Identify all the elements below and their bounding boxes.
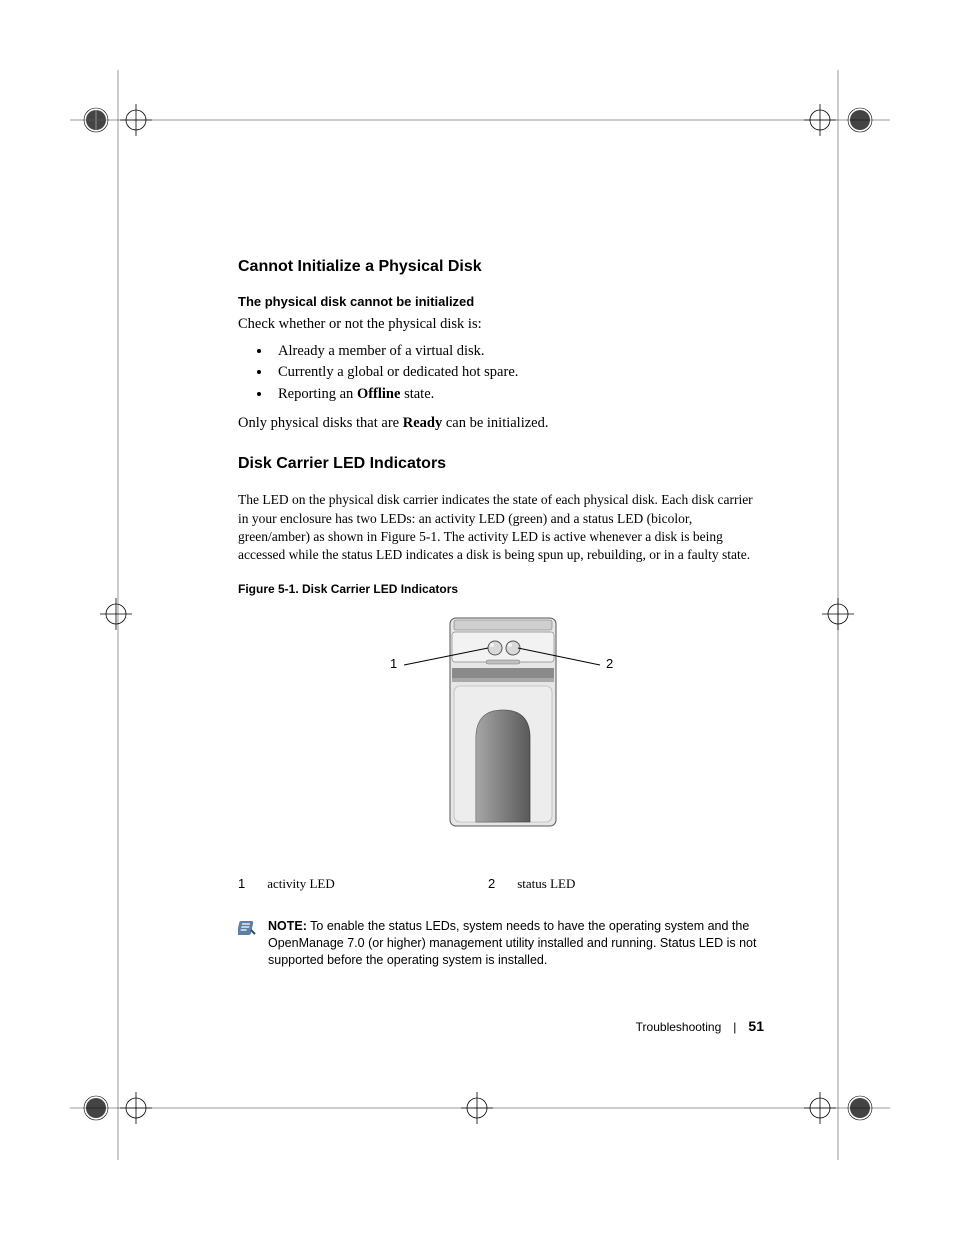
section2-title: Disk Carrier LED Indicators xyxy=(238,455,758,473)
figure-5-1: 1 2 xyxy=(238,612,758,832)
legend-item: 1 activity LED xyxy=(238,876,488,892)
footer-separator: | xyxy=(733,1020,736,1034)
footer-section: Troubleshooting xyxy=(636,1020,722,1034)
bullet-item: Already a member of a virtual disk. xyxy=(272,341,758,363)
page-content: Cannot Initialize a Physical Disk The ph… xyxy=(238,258,758,969)
legend-item: 2 status LED xyxy=(488,876,738,892)
section2-paragraph: The LED on the physical disk carrier ind… xyxy=(238,491,758,564)
note-text: NOTE: To enable the status LEDs, system … xyxy=(268,918,758,969)
section1-title: Cannot Initialize a Physical Disk xyxy=(238,258,758,276)
bullet-item: Reporting an Offline state. xyxy=(272,384,758,406)
section1-intro: Check whether or not the physical disk i… xyxy=(238,315,758,335)
disk-carrier-illustration xyxy=(238,612,758,832)
section1-closing: Only physical disks that are Ready can b… xyxy=(238,414,758,434)
figure-caption: Figure 5-1. Disk Carrier LED Indicators xyxy=(238,582,758,596)
figure-legend: 1 activity LED 2 status LED xyxy=(238,876,758,892)
section1-subheading: The physical disk cannot be initialized xyxy=(238,294,758,309)
callout-2: 2 xyxy=(606,656,613,671)
callout-1: 1 xyxy=(390,656,397,671)
footer-page-number: 51 xyxy=(748,1018,764,1034)
note-block: NOTE: To enable the status LEDs, system … xyxy=(238,918,758,969)
bullet-item: Currently a global or dedicated hot spar… xyxy=(272,362,758,384)
note-icon xyxy=(238,919,258,937)
bullet-list: Already a member of a virtual disk. Curr… xyxy=(272,341,758,406)
page-footer: Troubleshooting | 51 xyxy=(636,1018,764,1034)
